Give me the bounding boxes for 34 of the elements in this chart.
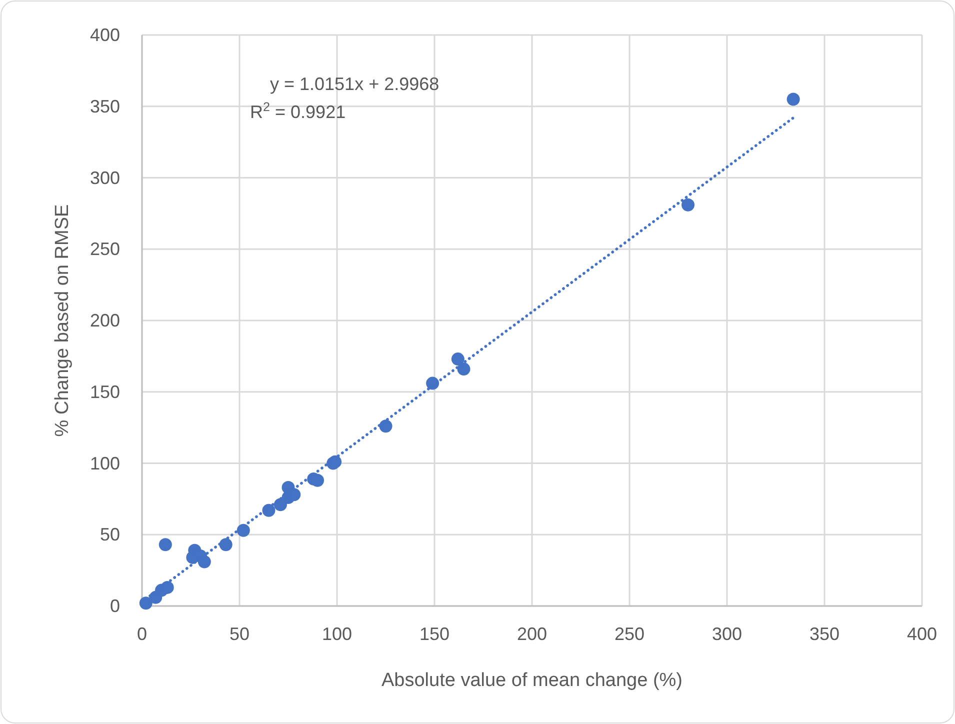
point: [379, 420, 392, 433]
point: [236, 524, 250, 537]
y-tick-label: 200: [90, 310, 120, 330]
x-tick-label: 400: [906, 624, 938, 644]
point: [198, 555, 211, 568]
point: [158, 538, 172, 552]
point: [457, 362, 470, 376]
point: [311, 474, 324, 487]
x-tick-label: 300: [712, 624, 742, 644]
y-tick-label: 150: [90, 382, 120, 402]
x-axis-title: Absolute value of mean change (%): [381, 670, 683, 691]
y-tick-label: 250: [90, 239, 120, 260]
y-tick-label: 400: [90, 25, 120, 45]
x-tick-label: 350: [809, 624, 840, 644]
x-tick-label: 0: [136, 624, 148, 644]
y-tick-label: 350: [90, 96, 120, 116]
point: [451, 352, 464, 366]
y-tick-label: 50: [100, 524, 120, 545]
y-tick-label: 0: [110, 596, 120, 616]
point: [786, 92, 800, 106]
annotation: R$^{2}$ = 0.9921: [250, 100, 346, 122]
x-tick-label: 150: [419, 624, 450, 644]
x-tick-label: 50: [229, 624, 250, 644]
y-tick-label: 300: [90, 168, 120, 188]
point: [682, 198, 694, 212]
x-tick-label: 200: [516, 624, 548, 644]
annotation: y = 1.0151x + 2.9968: [270, 74, 440, 94]
y-tick-label: 100: [90, 453, 120, 474]
point: [139, 596, 152, 610]
x-tick-label: 250: [614, 624, 645, 644]
y-axis-title: % Change based on RMSE: [52, 204, 73, 437]
point: [219, 538, 232, 552]
point: [160, 580, 174, 594]
x-tick-label: 100: [322, 624, 352, 644]
